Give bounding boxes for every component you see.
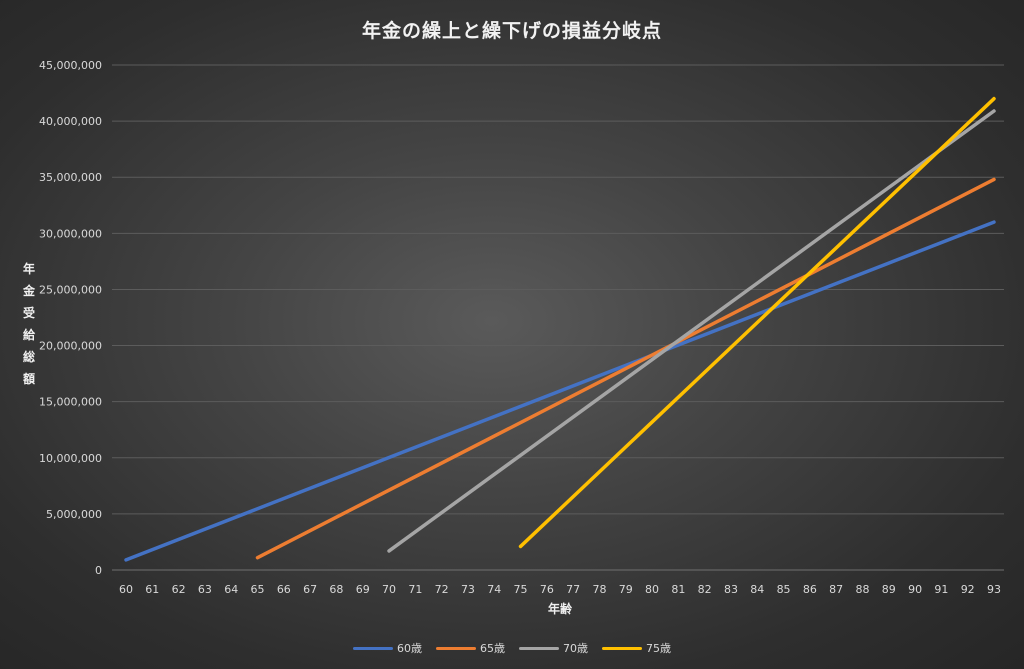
- x-tick-label: 87: [829, 583, 843, 596]
- y-axis-label: 年金受給総額: [22, 262, 35, 386]
- series-line: [387, 109, 996, 553]
- legend-swatch: [519, 646, 559, 650]
- legend: 60歳 65歳 70歳 75歳: [0, 640, 1024, 656]
- x-tick-label: 76: [540, 583, 554, 596]
- y-tick-label: 20,000,000: [39, 340, 102, 353]
- x-tick-label: 68: [329, 583, 343, 596]
- x-tick-label: 91: [934, 583, 948, 596]
- legend-label: 75歳: [646, 642, 671, 655]
- y-tick-label: 45,000,000: [39, 59, 102, 72]
- series-lines: [124, 96, 996, 562]
- x-axis-label: 年齢: [547, 602, 572, 616]
- x-tick-label: 72: [435, 583, 449, 596]
- x-tick-label: 62: [172, 583, 186, 596]
- x-tick-label: 80: [645, 583, 659, 596]
- x-tick-label: 90: [908, 583, 922, 596]
- y-tick-label: 15,000,000: [39, 396, 102, 409]
- x-tick-label: 79: [619, 583, 633, 596]
- x-tick-label: 84: [750, 583, 764, 596]
- y-tick-label: 10,000,000: [39, 452, 102, 465]
- y-tick-label: 0: [95, 564, 102, 577]
- legend-item: 65歳: [436, 640, 505, 656]
- legend-swatch: [353, 646, 393, 650]
- legend-item: 75歳: [602, 640, 671, 656]
- x-tick-label: 77: [566, 583, 580, 596]
- x-tick-labels: 60 61 62 63 64 65 66 67 68 69 70 71 72 73 74 75 76 77 78 79…: [119, 583, 1001, 596]
- x-tick-label: 65: [251, 583, 265, 596]
- x-tick-label: 78: [592, 583, 606, 596]
- x-tick-label: 69: [356, 583, 370, 596]
- series-line: [518, 96, 996, 549]
- legend-label: 60歳: [397, 642, 422, 655]
- x-tick-label: 71: [408, 583, 422, 596]
- x-tick-label: 64: [224, 583, 238, 596]
- x-tick-label: 83: [724, 583, 738, 596]
- legend-label: 70歳: [563, 642, 588, 655]
- series-line: [124, 220, 996, 562]
- x-tick-label: 86: [803, 583, 817, 596]
- series-line: [255, 177, 996, 560]
- x-tick-label: 67: [303, 583, 317, 596]
- y-tick-label: 5,000,000: [46, 508, 102, 521]
- y-tick-labels: 0 5,000,000 10,000,000 15,000,000 20,000,000…: [39, 59, 102, 577]
- y-tick-label: 30,000,000: [39, 227, 102, 240]
- x-tick-label: 70: [382, 583, 396, 596]
- chart-title: 年金の繰上と繰下げの損益分岐点: [361, 20, 662, 42]
- x-tick-label: 60: [119, 583, 133, 596]
- legend-item: 60歳: [353, 640, 422, 656]
- y-tick-label: 40,000,000: [39, 115, 102, 128]
- x-tick-label: 85: [777, 583, 791, 596]
- y-tick-label: 35,000,000: [39, 171, 102, 184]
- gridlines: [112, 64, 1004, 571]
- y-tick-label: 25,000,000: [39, 283, 102, 296]
- x-tick-label: 61: [145, 583, 159, 596]
- x-tick-label: 82: [698, 583, 712, 596]
- x-tick-label: 89: [882, 583, 896, 596]
- legend-item: 70歳: [519, 640, 588, 656]
- x-tick-label: 88: [855, 583, 869, 596]
- x-tick-label: 66: [277, 583, 291, 596]
- legend-swatch: [602, 646, 642, 650]
- x-tick-label: 92: [961, 583, 975, 596]
- legend-swatch: [436, 646, 476, 650]
- x-tick-label: 74: [487, 583, 501, 596]
- x-tick-label: 63: [198, 583, 212, 596]
- x-tick-label: 81: [671, 583, 685, 596]
- legend-label: 65歳: [480, 642, 505, 655]
- x-tick-label: 75: [514, 583, 528, 596]
- x-tick-label: 93: [987, 583, 1001, 596]
- x-tick-label: 73: [461, 583, 475, 596]
